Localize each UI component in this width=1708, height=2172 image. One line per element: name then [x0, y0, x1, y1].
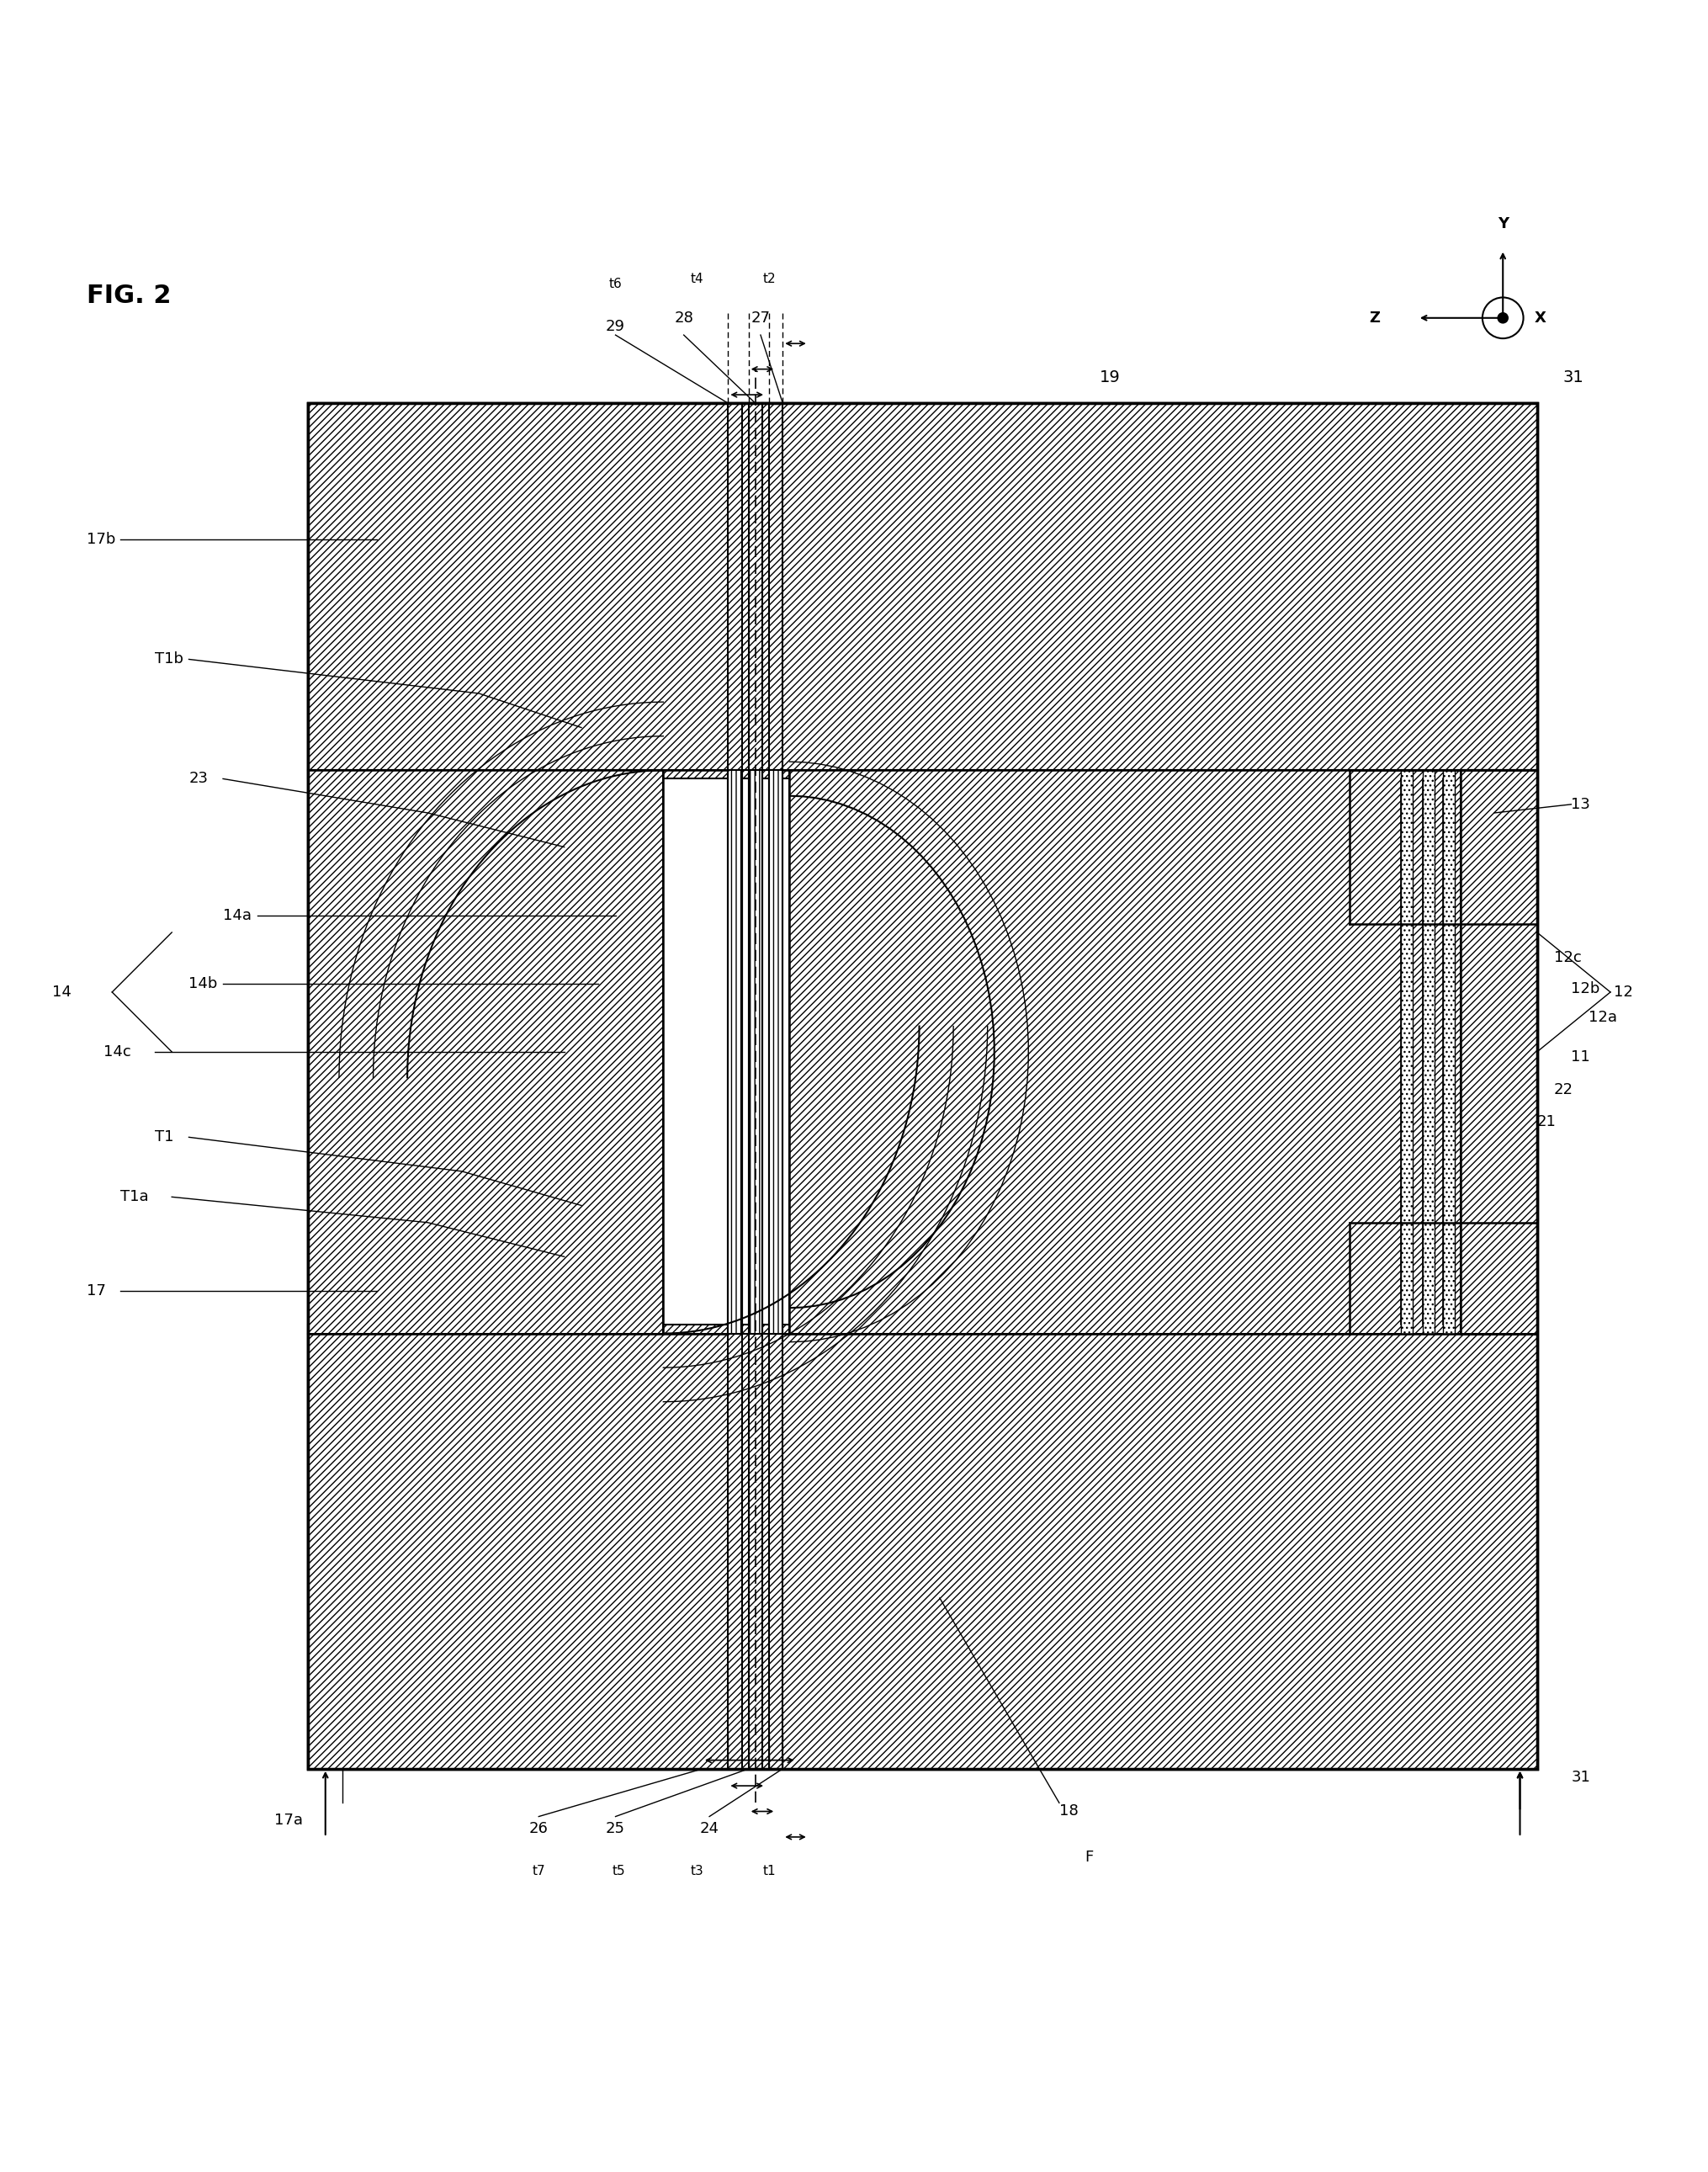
Text: 21: 21: [1535, 1114, 1556, 1129]
Text: Y: Y: [1496, 217, 1508, 232]
Bar: [728, 771, 741, 1334]
Polygon shape: [789, 771, 1535, 1334]
Text: 26: 26: [529, 1820, 548, 1835]
Text: 19: 19: [1100, 369, 1120, 387]
Text: 12: 12: [1612, 984, 1633, 999]
Text: T1: T1: [155, 1129, 174, 1145]
Polygon shape: [307, 1325, 1535, 1768]
Circle shape: [1496, 313, 1506, 324]
Bar: [748, 771, 762, 1334]
Text: 29: 29: [606, 319, 625, 334]
Bar: [307, 404, 1535, 1768]
Text: t5: t5: [611, 1866, 625, 1877]
Text: Z: Z: [1368, 311, 1380, 326]
Text: t6: t6: [608, 278, 622, 291]
Text: t4: t4: [690, 272, 704, 285]
Bar: [307, 404, 1535, 1768]
Text: 14a: 14a: [224, 908, 251, 923]
Text: t7: t7: [531, 1866, 545, 1877]
Bar: [769, 771, 782, 1334]
Text: 22: 22: [1553, 1082, 1573, 1097]
Polygon shape: [307, 1334, 1535, 1768]
Text: 18: 18: [1059, 1803, 1078, 1818]
Text: 17: 17: [87, 1284, 106, 1299]
Text: t1: t1: [762, 1866, 775, 1877]
Text: 14b: 14b: [190, 975, 217, 990]
Text: 12b: 12b: [1570, 982, 1599, 997]
Text: 17a: 17a: [273, 1811, 302, 1827]
Text: 11: 11: [1570, 1049, 1590, 1064]
Text: 31: 31: [1561, 369, 1583, 387]
Text: T1b: T1b: [155, 652, 183, 667]
Text: F: F: [1085, 1851, 1093, 1866]
Text: 17b: 17b: [87, 532, 116, 547]
Polygon shape: [307, 404, 1535, 780]
Bar: [1443, 771, 1455, 1334]
Text: t3: t3: [690, 1866, 704, 1877]
Text: 13: 13: [1570, 797, 1590, 812]
Text: 24: 24: [699, 1820, 719, 1835]
Bar: [1423, 771, 1435, 1334]
Text: t2: t2: [762, 272, 775, 285]
Bar: [1401, 771, 1413, 1334]
Text: 31: 31: [1570, 1770, 1590, 1785]
Bar: [1460, 771, 1535, 1334]
Polygon shape: [307, 771, 663, 1334]
Polygon shape: [307, 404, 1535, 771]
Text: 28: 28: [675, 311, 693, 326]
Text: 25: 25: [606, 1820, 625, 1835]
Text: T1a: T1a: [121, 1190, 149, 1205]
Text: 12c: 12c: [1553, 951, 1582, 967]
Text: 23: 23: [190, 771, 208, 786]
Text: 12a: 12a: [1587, 1010, 1616, 1025]
Text: FIG. 2: FIG. 2: [87, 285, 171, 308]
Text: 14c: 14c: [104, 1045, 132, 1060]
Text: 14: 14: [53, 984, 72, 999]
Text: 27: 27: [750, 311, 770, 326]
Text: X: X: [1534, 311, 1546, 326]
